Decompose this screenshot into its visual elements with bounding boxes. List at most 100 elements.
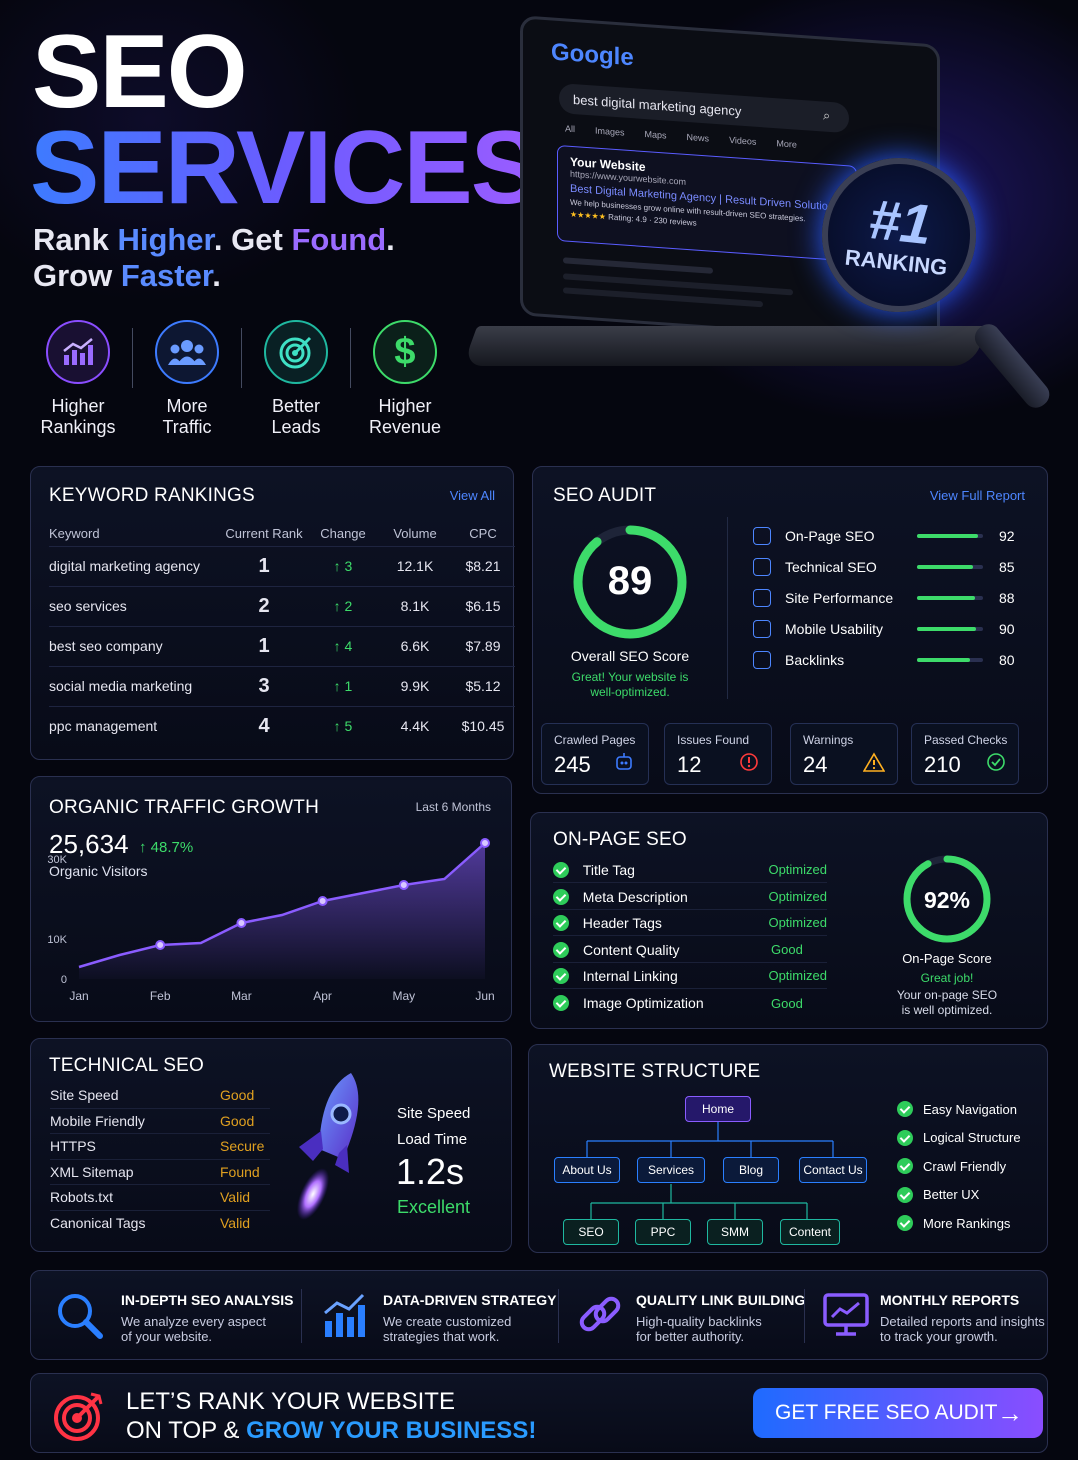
audit-metric-label: Site Performance (785, 589, 894, 606)
list-item: Content Quality Good (553, 937, 827, 963)
chart-icon (46, 320, 110, 384)
list-item: Image Optimization Good (553, 990, 827, 1016)
check-icon (553, 861, 569, 878)
node-about-us: About Us (554, 1157, 620, 1183)
list-item: Site Speed Good (50, 1083, 270, 1109)
x-tick-label: Apr (313, 989, 332, 1003)
benefit-rankings: Higher Rankings (24, 320, 132, 438)
x-tick-label: Mar (231, 989, 252, 1003)
node-home: Home (685, 1096, 751, 1122)
y-tick-label: 0 (61, 974, 67, 986)
search-tabs: All Images Maps News Videos More (565, 123, 797, 150)
audit-metric-label: Backlinks (785, 651, 845, 668)
mobile-icon (753, 619, 771, 638)
check-icon (897, 1158, 913, 1175)
divider (241, 328, 242, 388)
audit-metric-value: 92 (999, 527, 1015, 544)
view-full-report-link[interactable]: View Full Report (929, 488, 1025, 503)
audit-metric-bar (917, 657, 983, 662)
card-title: ORGANIC TRAFFIC GROWTH (49, 797, 320, 818)
list-item: XML Sitemap Found (50, 1160, 270, 1185)
audit-metric-row: Backlinks 80 (753, 644, 1033, 675)
speed-value: 1.2s (396, 1151, 465, 1192)
visitors-count: 25,634 (49, 829, 129, 859)
audit-metric-row: Mobile Usability 90 (753, 613, 1033, 644)
audit-metric-value: 88 (999, 589, 1015, 606)
organic-traffic-card: ORGANIC TRAFFIC GROWTH Last 6 Months 25,… (30, 776, 512, 1022)
hero-tagline: Rank Higher. Get Found. Grow Faster. (33, 222, 395, 293)
list-item: Better UX (897, 1181, 1021, 1210)
users-icon (155, 320, 219, 384)
node-blog: Blog (723, 1157, 779, 1183)
audit-score-label: Overall SEO Score (570, 648, 690, 664)
col-header: Keyword (49, 526, 100, 542)
keyword-table: Keyword Current Rank Change Volume CPC d… (49, 522, 515, 746)
feature-strategy: DATA-DRIVEN STRATEGY We create customized… (383, 1292, 557, 1344)
audit-metrics-list: On-Page SEO 92 Technical SEO 85 Site Perform… (753, 520, 1033, 675)
warning-icon (863, 752, 885, 772)
card-title: SEO AUDIT (553, 485, 657, 506)
x-tick-label: May (392, 989, 415, 1003)
card-title: TECHNICAL SEO (49, 1055, 204, 1076)
on-page-score-label: On-Page Score (902, 951, 992, 966)
card-title: KEYWORD RANKINGS (49, 485, 255, 506)
robot-icon (616, 753, 632, 770)
traffic-chart: 0 10K 30K Jan Feb Mar Apr May Jun (47, 838, 495, 1003)
table-row[interactable]: best seo company 1 ↑ 4 6.6K $7.89 (49, 625, 515, 666)
data-point (236, 918, 247, 928)
audit-score-note: Great! Your website is well-optimized. (571, 670, 689, 699)
speed-labels: Site Speed Load Time (397, 1105, 471, 1148)
series-area (79, 843, 485, 979)
hero-title-seo: SEO (32, 14, 248, 130)
placeholder-line (563, 257, 713, 274)
table-row[interactable]: ppc management 4 ↑ 5 4.4K $10.45 (49, 705, 515, 746)
speed-rating: Excellent (397, 1197, 471, 1217)
stat-passed-checks: Passed Checks 210 (911, 723, 1019, 785)
laptop-keyboard (462, 326, 988, 366)
table-row[interactable]: social media marketing 3 ↑ 1 9.9K $5.12 (49, 665, 515, 706)
technical-list: Site Speed Good Mobile Friendly Good HTTPS… (50, 1083, 270, 1236)
structure-benefits: Easy Navigation Logical Structure Crawl … (897, 1095, 1021, 1238)
benefit-revenue: $ Higher Revenue (351, 320, 459, 438)
node-ppc: PPC (635, 1219, 691, 1245)
check-icon (553, 995, 569, 1011)
table-row[interactable]: seo services 2 ↑ 2 8.1K $6.15 (49, 585, 515, 626)
divider (301, 1289, 302, 1343)
col-header: Current Rank (225, 526, 303, 542)
data-point (480, 838, 490, 848)
card-title: WEBSITE STRUCTURE (549, 1061, 761, 1082)
y-tick-label: 10K (47, 934, 67, 946)
magnifier-icon (58, 1294, 103, 1339)
col-header: Change (320, 526, 366, 542)
node-seo: SEO (563, 1219, 619, 1245)
list-item: Internal Linking Optimized (553, 963, 827, 989)
structure-connectors (586, 1122, 834, 1219)
gauge-icon (753, 588, 771, 607)
get-free-seo-audit-button[interactable]: GET FREE SEO AUDIT → (753, 1388, 1043, 1438)
monitor-chart-icon (823, 1293, 869, 1336)
check-icon (553, 888, 569, 905)
x-tick-label: Jun (475, 989, 494, 1003)
checklist-icon (753, 526, 771, 545)
data-point (398, 880, 409, 890)
check-icon (553, 941, 569, 958)
node-content: Content (780, 1219, 840, 1245)
divider (727, 517, 728, 699)
search-result-card: Your Website https://www.yourwebsite.com… (557, 144, 857, 262)
list-item: Meta Description Optimized (553, 884, 827, 910)
audit-metric-value: 80 (999, 651, 1015, 668)
on-page-score-ring (903, 855, 991, 943)
check-icon (553, 967, 569, 984)
feature-reports: MONTHLY REPORTS Detailed reports and insi… (880, 1292, 1045, 1344)
on-page-note: Great job! (920, 971, 974, 985)
check-icon (897, 1129, 913, 1146)
table-row[interactable]: digital marketing agency 1 ↑ 3 12.1K $8.21 (49, 545, 515, 586)
view-all-link[interactable]: View All (449, 488, 495, 503)
features-strip: IN-DEPTH SEO ANALYSIS We analyze every as… (30, 1270, 1048, 1360)
on-page-seo-card: ON-PAGE SEO Title Tag Optimized Meta Desc… (530, 812, 1048, 1029)
cta-banner: LET’S RANK YOUR WEBSITE ON TOP & GROW YOU… (30, 1373, 1048, 1453)
data-point (155, 940, 166, 950)
audit-score-ring (573, 525, 687, 639)
list-item: Mobile Friendly Good (50, 1109, 270, 1134)
dollar-icon: $ (373, 320, 437, 384)
